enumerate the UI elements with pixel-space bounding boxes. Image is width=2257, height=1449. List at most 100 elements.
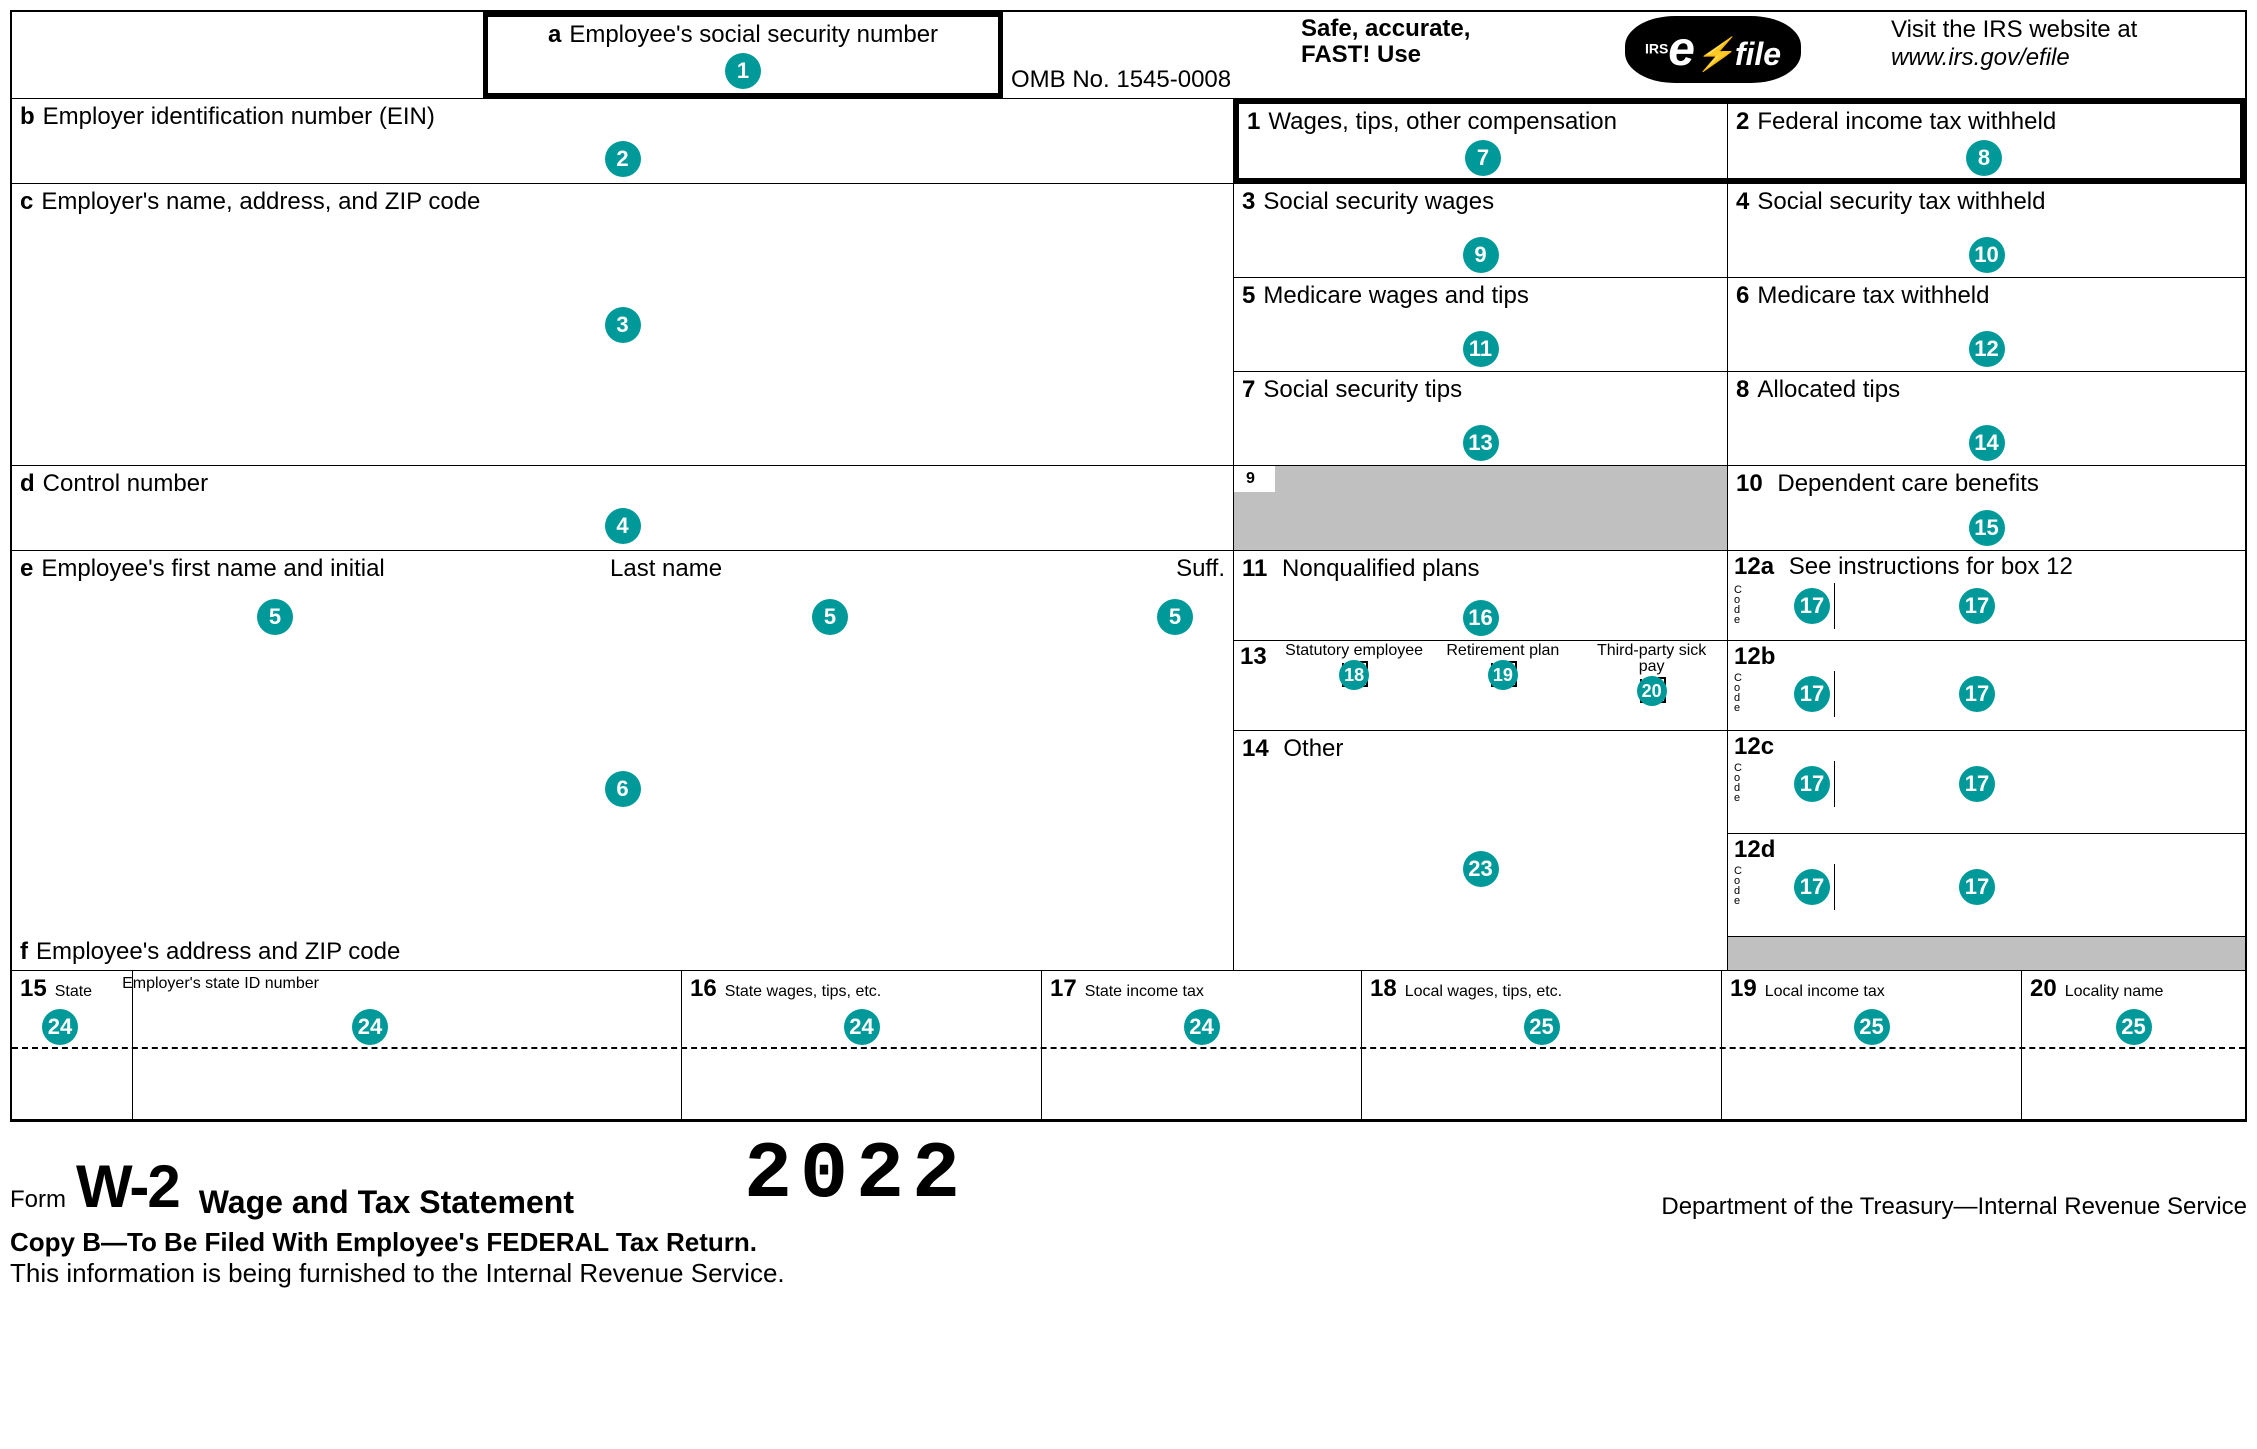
box2-label: Federal income tax withheld [1757,108,2056,135]
badge-15: 15 [1969,510,2005,546]
badge-24a: 24 [42,1009,78,1045]
box6-num: 6 [1736,282,1749,309]
vline-12d [1834,864,1835,910]
box5-label: Medicare wages and tips [1263,282,1528,309]
row-e-block: eEmployee's first name and initial Last … [12,551,2245,971]
badge-20: 20 [1637,676,1667,706]
box16-label: State wages, tips, etc. [725,983,882,1000]
box13-opt1: Statutory employee [1285,643,1424,659]
box5-num: 5 [1242,282,1255,309]
code-label-12b: Code [1734,674,1744,714]
bolt-icon: ⚡ [1695,36,1735,72]
badge-17a1: 17 [1794,588,1830,624]
badge-19: 19 [1488,660,1518,690]
box-20: 20Locality name 25 [2022,971,2245,1047]
badge-17b1: 17 [1794,676,1830,712]
box-17-b [1042,1049,1362,1119]
badge-4: 4 [605,508,641,544]
box-11: 11 Nonqualified plans 16 [1234,551,1728,640]
efile-file: file [1735,36,1781,72]
vline-12c [1834,761,1835,807]
box11-num: 11 [1242,555,1267,582]
box-e-letter: e [20,555,33,582]
code-label-12c: Code [1734,764,1744,804]
efile-irs: IRS [1645,40,1668,56]
boxes-3-8: 3Social security wages 9 4Social securit… [1234,184,2245,466]
badge-25a: 25 [1524,1009,1560,1045]
badge-16: 16 [1463,600,1499,636]
badge-17a2: 17 [1959,588,1995,624]
box7-num: 7 [1242,376,1255,403]
box12d-num: 12d [1734,836,1775,863]
badge-5a: 5 [257,599,293,635]
vline-12b [1834,671,1835,717]
box-5: 5 Medicare wages and tips 11 [1234,278,1728,371]
box-a-letter: a [548,21,561,48]
box-e-suff: Suff. [1176,555,1225,582]
row-d-9-10: dControl number 4 9 10 Dependent care be… [12,466,2245,551]
box-e-first: Employee's first name and initial [41,555,384,582]
footer-info: This information is being furnished to t… [10,1258,2247,1289]
badge-9: 9 [1463,237,1499,273]
box-2: 2Federal income tax withheld 8 [1728,99,2245,183]
badge-24b: 24 [352,1009,388,1045]
badge-6: 6 [605,771,641,807]
box-16: 16State wages, tips, etc. 24 [682,971,1042,1047]
box-1: 1Wages, tips, other compensation 7 [1234,99,1728,183]
efile-e: e [1668,23,1695,76]
box-12c: 12c Code 17 17 [1728,731,2245,834]
boxes-11-14-12: 11 Nonqualified plans 16 12a See instruc… [1234,551,2245,971]
box-f-label: Employee's address and ZIP code [36,938,400,965]
safe-cell: Safe, accurate, FAST! Use [1293,12,1543,98]
box14-label: Other [1283,735,1343,762]
badge-2: 2 [605,141,641,177]
box-b: bEmployer identification number (EIN) 2 [12,99,1234,183]
code-label-12a: Code [1734,586,1744,626]
box8-num: 8 [1736,376,1749,403]
visit-cell: Visit the IRS website at www.irs.gov/efi… [1883,12,2245,98]
box4-label: Social security tax withheld [1757,188,2045,215]
badge-10: 10 [1969,237,2005,273]
box-a-label: Employee's social security number [569,21,938,48]
box18-label: Local wages, tips, etc. [1405,983,1562,1000]
badge-3: 3 [605,307,641,343]
box-3: 3Social security wages 9 [1234,184,1728,277]
efile-logo: IRSe⚡file [1625,16,1801,83]
footer-w2: W-2 [76,1152,179,1221]
badge-12: 12 [1969,331,2005,367]
safe-text: Safe, accurate, FAST! Use [1301,16,1535,69]
box-12a: 12a See instructions for box 12 Code 17 … [1728,551,2245,640]
box-f-letter: f [20,938,28,965]
box10-num: 10 [1736,470,1763,497]
box-14: 14 Other 23 [1234,731,1728,971]
box16-num: 16 [690,975,717,1002]
box13-opt2: Retirement plan [1433,643,1572,659]
box-15: 15State Employer's state ID number 24 24 [12,971,682,1047]
box-c: cEmployer's name, address, and ZIP code … [12,184,1234,466]
badge-13: 13 [1463,425,1499,461]
row-c-block: cEmployer's name, address, and ZIP code … [12,184,2245,466]
efile-cell: IRSe⚡file [1543,12,1883,98]
badge-17d2: 17 [1959,869,1995,905]
badge-17c1: 17 [1794,766,1830,802]
badge-25b: 25 [1854,1009,1890,1045]
box11-label: Nonqualified plans [1282,555,1479,582]
box15-ein: Employer's state ID number [122,975,319,1003]
box-17: 17State income tax 24 [1042,971,1362,1047]
box-6: 6Medicare tax withheld 12 [1728,278,2245,371]
badge-25c: 25 [2116,1009,2152,1045]
box15-num: 15 [20,975,47,1002]
box-19: 19Local income tax 25 [1722,971,2022,1047]
box14-num: 14 [1242,735,1269,762]
box12a-num: 12a [1734,553,1774,580]
badge-1: 1 [725,53,761,89]
footer-title: Wage and Tax Statement [199,1184,574,1221]
state-rows: 15State Employer's state ID number 24 24… [12,971,2245,1120]
badge-11: 11 [1463,331,1499,367]
box-d: dControl number 4 [12,466,1234,550]
box12b-num: 12b [1734,643,1775,670]
box-d-letter: d [20,470,35,497]
badge-8: 8 [1966,140,2002,176]
badge-14: 14 [1969,425,2005,461]
box13-opt3: Third-party sick pay [1582,643,1721,675]
